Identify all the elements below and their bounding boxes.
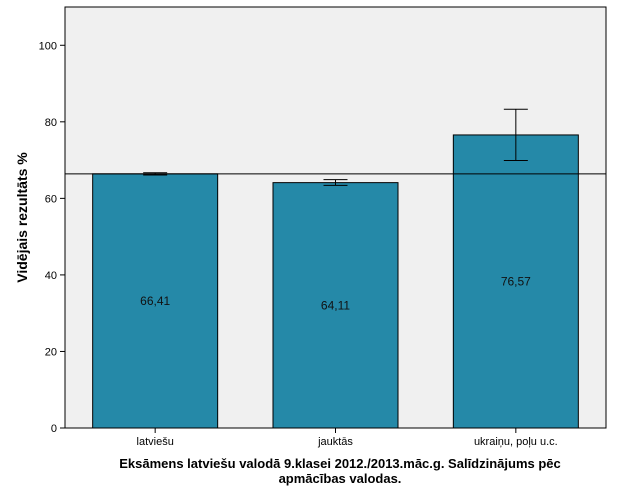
value-label-1: 66,41	[140, 294, 170, 308]
y-tick-label-80: 80	[45, 117, 57, 129]
data-labels-layer: 66,41 64,11 76,57	[140, 274, 531, 312]
x-axis-title-line-1: Eksāmens latviešu valodā 9.klasei 2012./…	[119, 456, 561, 471]
category-label-1: latviešu	[137, 436, 174, 448]
y-tick-label-60: 60	[45, 193, 57, 205]
value-label-3: 76,57	[501, 274, 531, 288]
y-tick-label-0: 0	[51, 423, 57, 435]
error-bar-2	[323, 179, 348, 186]
y-tick-label-100: 100	[39, 40, 57, 52]
x-axis-title-line-2: apmācības valodas.	[279, 471, 402, 486]
y-tick-label-20: 20	[45, 346, 57, 358]
category-label-3: ukraiņu, poļu u.c.	[474, 436, 558, 448]
x-axis: latviešu jauktās ukraiņu, poļu u.c.	[137, 428, 558, 448]
bar-3	[452, 134, 579, 429]
y-axis: 0 20 40 60 80 100	[39, 40, 65, 435]
error-bars-layer	[143, 108, 528, 186]
y-axis-title: Vidējais rezultāts %	[14, 152, 30, 283]
category-label-2: jauktās	[317, 436, 353, 448]
value-label-2: 64,11	[321, 298, 350, 312]
error-bar-3	[503, 108, 528, 161]
bar-1	[92, 173, 219, 429]
y-tick-label-40: 40	[45, 270, 57, 282]
